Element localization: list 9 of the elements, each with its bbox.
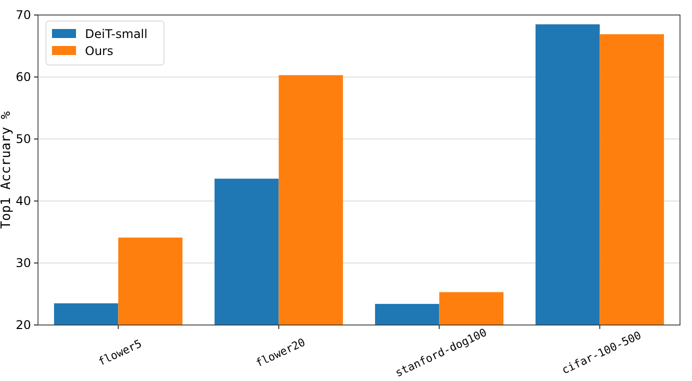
y-tick-label: 50 — [16, 132, 31, 146]
y-axis-title: Top1 Accruary % — [0, 111, 14, 229]
y-tick-label: 40 — [16, 194, 31, 208]
legend-label: Ours — [85, 44, 114, 58]
y-tick-label: 30 — [16, 256, 31, 270]
legend-label: DeiT-small — [85, 27, 148, 42]
y-tick-label: 20 — [16, 318, 31, 332]
y-tick-label: 70 — [16, 8, 31, 22]
y-tick-label: 60 — [16, 70, 31, 84]
